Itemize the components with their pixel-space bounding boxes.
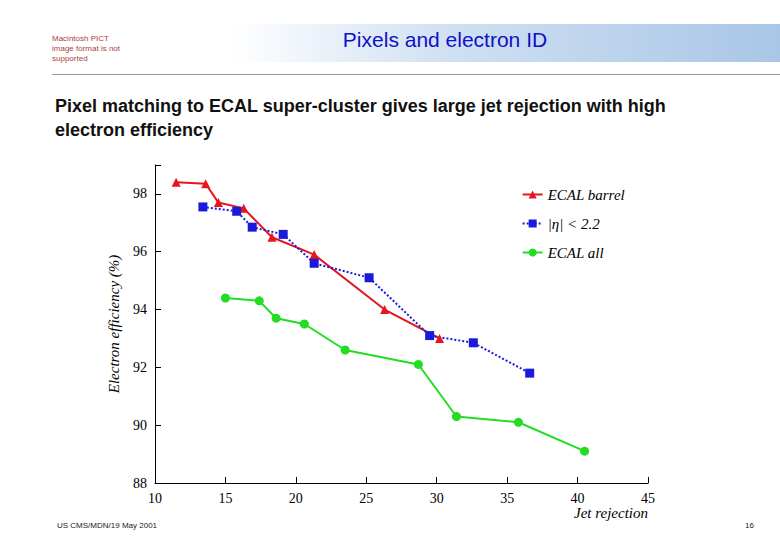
svg-text:94: 94 [133,302,147,317]
svg-text:96: 96 [133,244,147,259]
svg-text:ECAL barrel: ECAL barrel [547,187,625,203]
svg-text:35: 35 [500,491,514,506]
svg-text:ECAL all: ECAL all [547,245,604,261]
svg-text:90: 90 [133,418,147,433]
html-text:16: 16 [745,521,754,530]
svg-text:88: 88 [133,476,147,491]
svg-text:Jet rejection: Jet rejection [574,505,648,521]
svg-text:10: 10 [148,491,162,506]
svg-text:25: 25 [359,491,373,506]
svg-text:30: 30 [430,491,444,506]
svg-text:15: 15 [218,491,232,506]
html-text:Pixel matching to ECAL super-c: Pixel matching to ECAL super-cluster giv… [55,96,666,140]
svg-text:Electron efficiency (%): Electron efficiency (%) [106,255,123,395]
html-text:Pixels and electron ID: Pixels and electron ID [342,28,548,51]
svg-text:92: 92 [133,360,147,375]
svg-text:45: 45 [641,491,655,506]
svg-text:|η| < 2.2: |η| < 2.2 [548,216,601,232]
svg-text:98: 98 [133,186,147,201]
html-text:Macintosh PICT image format is: Macintosh PICT image format is not suppo… [52,34,120,63]
svg-text:40: 40 [571,491,585,506]
svg-text:20: 20 [289,491,303,506]
html-text:US CMS/MDN/19 May 2001: US CMS/MDN/19 May 2001 [57,521,157,530]
